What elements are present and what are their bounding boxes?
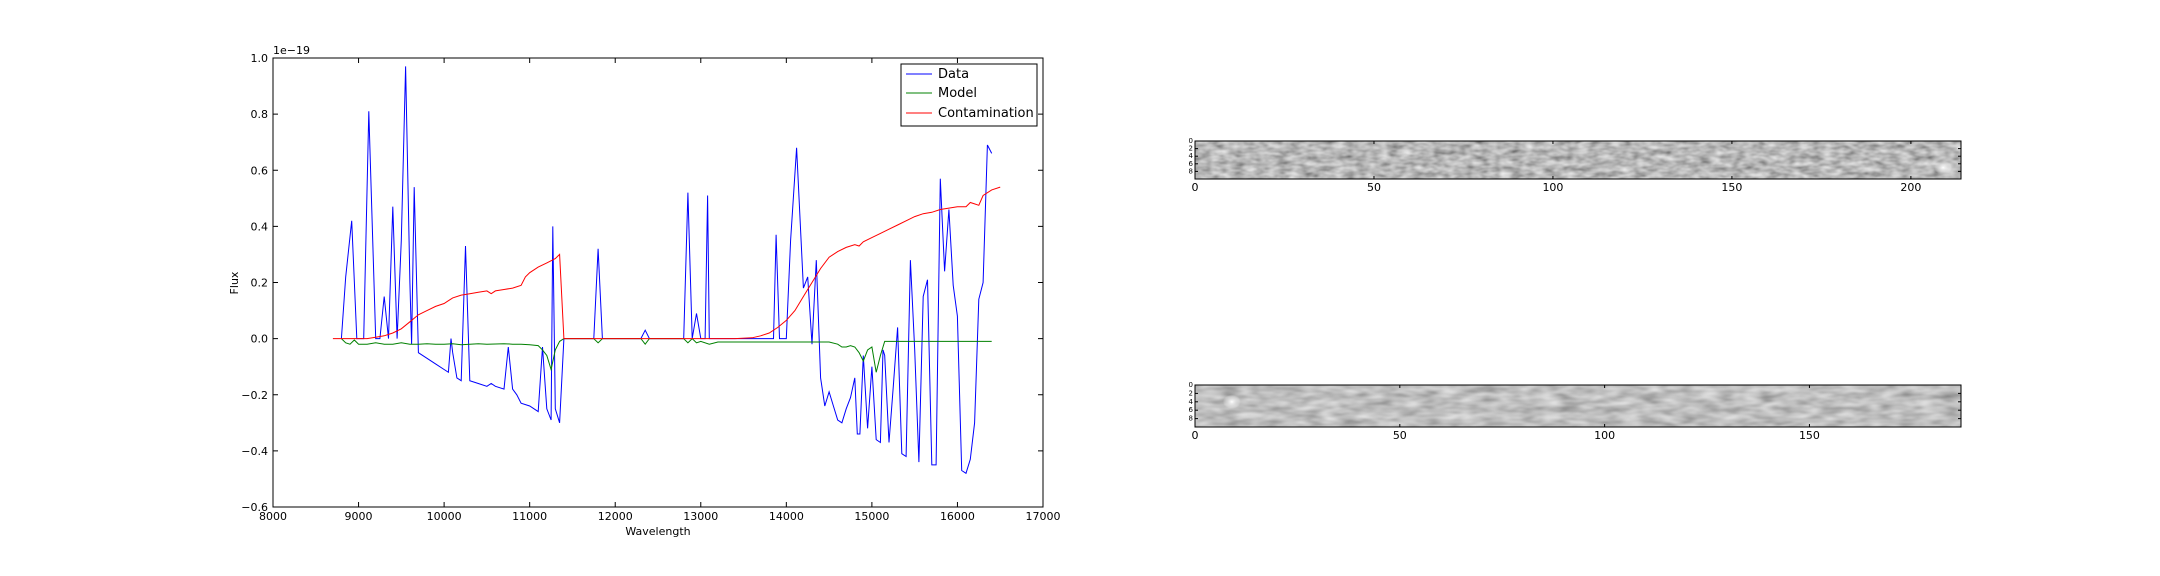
hot-spot [1934,160,1953,175]
legend-entry-data: Data [906,67,969,82]
y-tick-label: 1.0 [251,52,269,65]
x-tick-label: 17000 [1026,510,1061,523]
y-tick-label: 0 [1189,381,1193,389]
legend-label-model: Model [938,86,977,101]
x-tick-label: 10000 [427,510,462,523]
y-axis: −0.6 −0.4 −0.2 0.0 0.2 0.4 0.6 0.8 1.0 [241,52,1043,514]
x-tick-label: 15000 [854,510,889,523]
y-tick-label: 0.0 [251,333,269,346]
y-tick-label: 4 [1189,152,1194,160]
x-tick-label: 50 [1393,429,1407,442]
hot-spot [1222,394,1241,409]
legend-entry-model: Model [906,86,977,101]
x-axis: 8000 9000 10000 11000 12000 13000 14000 15000 16… [259,58,1061,523]
y-tick-label: 0.4 [251,220,269,233]
spectrum-plot: 8000 9000 10000 11000 12000 13000 14000 15000 16… [228,44,1061,538]
series-line-model [341,337,992,373]
x-tick-label: 50 [1367,181,1381,194]
y-tick-label: 8 [1189,167,1193,175]
series-layer [332,66,1001,475]
offset-label: 1e−19 [273,44,310,57]
x-tick-label: 0 [1192,181,1199,194]
y-tick-label: 0 [1189,137,1193,145]
y-tick-label: 6 [1189,160,1194,168]
image-1-x-axis: 0 50 100 150 200 [1192,141,1921,194]
x-tick-label: 100 [1542,181,1563,194]
legend-label-contamination: Contamination [938,106,1034,121]
y-tick-label: 0.2 [251,277,269,290]
x-tick-label: 13000 [683,510,718,523]
y-axis-label: Flux [228,271,241,294]
x-tick-label: 8000 [259,510,287,523]
x-tick-label: 12000 [598,510,633,523]
x-axis-label: Wavelength [625,525,690,538]
image-2-x-axis: 0 50 100 150 [1192,385,1820,442]
x-tick-label: 11000 [512,510,547,523]
y-tick-label: 6 [1189,406,1194,414]
y-tick-label: −0.2 [241,389,268,402]
series-line-contamination [332,186,1001,340]
x-tick-label: 16000 [940,510,975,523]
y-tick-label: 2 [1189,389,1193,397]
image-2-frame [1194,384,1962,428]
legend-entry-contamination: Contamination [906,106,1034,121]
legend-label-data: Data [938,67,969,82]
legend: Data Model Contamination [900,63,1038,127]
y-tick-label: 2 [1189,145,1193,153]
y-tick-label: −0.4 [241,445,268,458]
x-tick-label: 150 [1721,181,1742,194]
x-tick-label: 100 [1594,429,1615,442]
y-tick-label: 0.8 [251,108,269,121]
image-1-pixels [1195,141,1961,179]
series-line-data [340,66,993,475]
x-tick-label: 9000 [345,510,373,523]
y-tick-label: −0.6 [241,501,268,514]
image-2-hot-spots [1222,394,1241,409]
image-1-hot-spots [1934,160,1953,175]
x-tick-label: 14000 [769,510,804,523]
x-tick-label: 0 [1192,429,1199,442]
y-tick-label: 8 [1189,415,1193,423]
x-tick-label: 150 [1799,429,1820,442]
image-1-frame [1194,140,1962,180]
y-tick-label: 0.6 [251,164,269,177]
x-tick-label: 200 [1900,181,1921,194]
image-2-pixels [1195,385,1961,427]
y-tick-label: 4 [1189,398,1194,406]
